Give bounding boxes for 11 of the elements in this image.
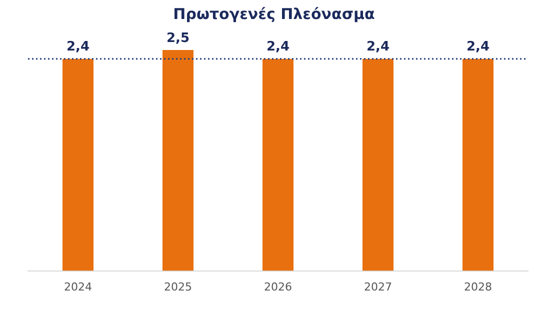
x-tick-label: 2026 <box>264 280 292 294</box>
data-label: 2,5 <box>166 30 190 46</box>
chart-title: Πρωτογενές Πλεόνασμα <box>173 4 375 23</box>
x-tick-label: 2024 <box>64 280 92 294</box>
x-tick-label: 2027 <box>364 280 392 294</box>
x-tick-label: 2028 <box>464 280 492 294</box>
x-tick-label: 2025 <box>164 280 192 294</box>
data-label: 2,4 <box>366 40 390 55</box>
data-label: 2,4 <box>66 40 90 55</box>
data-label: 2,4 <box>466 40 490 55</box>
data-label: 2,4 <box>266 40 290 55</box>
